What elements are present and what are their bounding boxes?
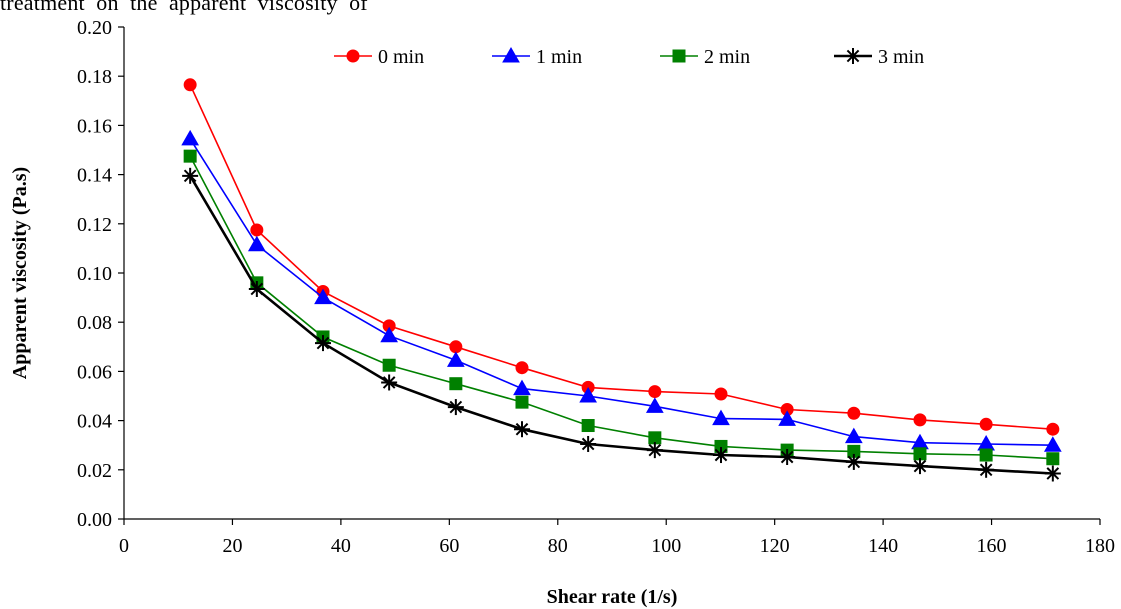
data-point-3-min [314, 335, 331, 352]
series-0-min [183, 78, 1060, 436]
data-point-2-min [382, 358, 396, 372]
legend-item-2-min: 2 min [660, 46, 750, 68]
series-layer [181, 78, 1062, 482]
data-point-2-min [1046, 452, 1060, 466]
axes: 0.00 0.02 0.04 0.06 0.08 0.10 0.12 0.14 0.16 0.18… [77, 17, 1115, 557]
y-tick-label: 0.18 [77, 66, 112, 88]
data-point-3-min [580, 435, 597, 452]
data-point-0-min [250, 223, 264, 237]
series-line-1-min [189, 138, 1053, 446]
data-point-0-min [648, 385, 662, 399]
data-point-3-min [1044, 465, 1061, 482]
y-tick-label: 0.04 [77, 411, 112, 433]
data-point-1-min [579, 386, 598, 403]
legend-item-1-min: 1 min [492, 46, 582, 68]
legend-label: 3 min [878, 46, 924, 68]
legend-marker [346, 49, 360, 63]
x-tick-label: 160 [977, 535, 1007, 557]
data-point-3-min [911, 458, 928, 475]
data-point-1-min [247, 235, 266, 252]
y-tick-label: 0.14 [77, 165, 112, 187]
data-point-2-min [648, 431, 662, 445]
legend-marker [845, 48, 861, 64]
x-tick-label: 40 [331, 535, 351, 557]
data-point-2-min [979, 448, 993, 462]
x-axis-label: Shear rate (1/s) [547, 586, 678, 608]
legend-item-3-min: 3 min [834, 46, 924, 68]
data-point-0-min [515, 361, 529, 375]
data-point-0-min [183, 78, 197, 92]
y-tick-label: 0.08 [77, 312, 112, 334]
data-point-3-min [845, 453, 862, 470]
series-3-min [182, 167, 1061, 482]
data-point-1-min [314, 288, 332, 305]
series-line-2-min [189, 155, 1053, 460]
data-point-3-min [182, 167, 199, 184]
legend-marker [502, 46, 520, 63]
data-point-3-min [447, 399, 464, 416]
x-tick-label: 20 [222, 535, 242, 557]
data-point-3-min [381, 374, 398, 391]
legend-label: 1 min [536, 46, 582, 68]
data-point-0-min [1046, 422, 1060, 436]
series-2-min [183, 149, 1060, 466]
data-point-2-min [449, 377, 463, 391]
data-point-0-min [714, 387, 728, 401]
data-point-2-min [183, 149, 197, 163]
data-point-1-min [1043, 436, 1062, 452]
data-point-1-min [778, 410, 796, 426]
series-line-3-min [189, 175, 1053, 475]
y-tick-label: 0.02 [77, 460, 112, 482]
series-line-0-min [189, 84, 1053, 430]
y-tick-label: 0.00 [77, 509, 112, 531]
data-point-3-min [513, 421, 530, 438]
data-point-3-min [248, 280, 265, 297]
data-point-3-min [712, 447, 729, 464]
caption-fragment: treatment on the apparent viscosity of [0, 0, 368, 15]
data-point-1-min [446, 351, 465, 367]
legend-marker [672, 49, 686, 63]
data-point-3-min [978, 461, 995, 478]
data-point-1-min [844, 427, 863, 444]
data-point-1-min [380, 326, 399, 343]
series-1-min [181, 129, 1062, 452]
data-point-3-min [646, 442, 663, 459]
x-tick-label: 180 [1085, 535, 1115, 557]
data-point-0-min [979, 417, 993, 431]
data-point-3-min [779, 449, 796, 466]
data-point-1-min [712, 409, 730, 426]
legend-item-0-min: 0 min [334, 46, 424, 68]
y-axis-label: Apparent viscosity (Pa.s) [9, 167, 31, 379]
x-tick-label: 100 [651, 535, 681, 557]
y-tick-label: 0.12 [77, 214, 112, 236]
y-tick-label: 0.06 [77, 361, 112, 383]
y-tick-label: 0.10 [77, 263, 112, 285]
legend: 0 min 1 min 2 min 3 min [334, 46, 924, 68]
data-point-1-min [181, 129, 200, 146]
legend-label: 2 min [704, 46, 750, 68]
x-tick-label: 140 [868, 535, 898, 557]
y-tick-label: 0.16 [77, 115, 112, 137]
data-point-1-min [977, 434, 995, 451]
x-tick-label: 60 [439, 535, 459, 557]
x-tick-label: 120 [760, 535, 790, 557]
legend-label: 0 min [378, 46, 424, 68]
data-point-0-min [847, 406, 861, 420]
data-point-1-min [645, 397, 664, 413]
data-point-0-min [913, 413, 927, 427]
data-point-1-min [513, 379, 531, 396]
data-point-2-min [515, 395, 529, 409]
data-point-2-min [913, 447, 927, 461]
data-point-2-min [581, 419, 595, 433]
x-tick-label: 80 [548, 535, 568, 557]
data-point-0-min [449, 340, 463, 354]
y-tick-label: 0.20 [77, 17, 112, 39]
x-tick-label: 0 [119, 535, 129, 557]
